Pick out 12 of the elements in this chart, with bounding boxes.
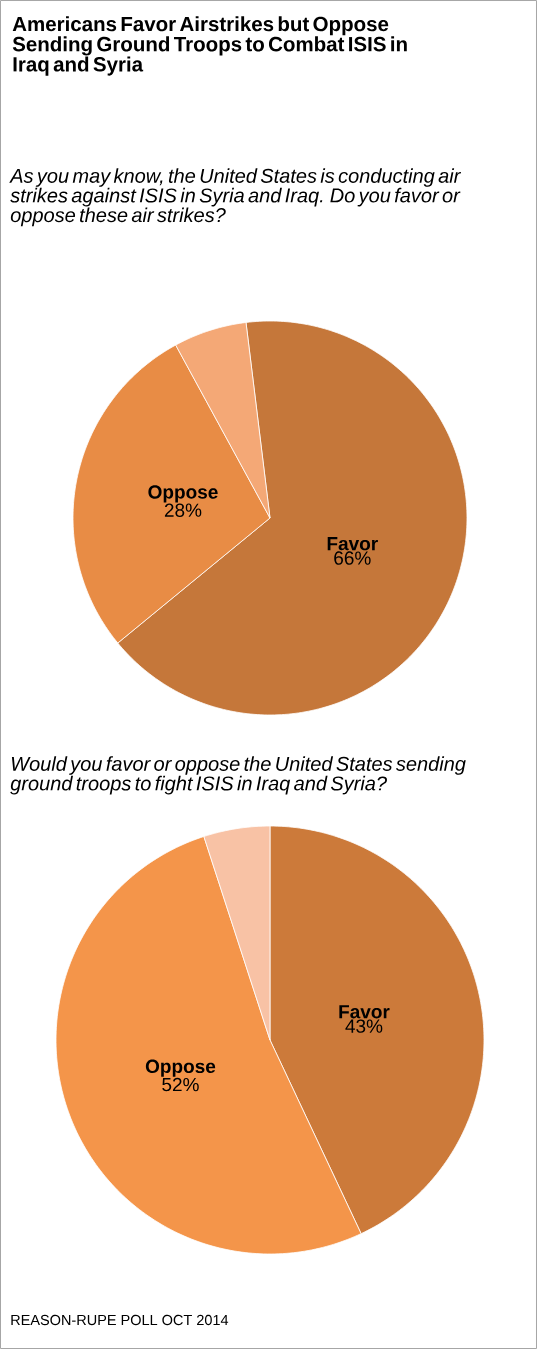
data-label: 66% bbox=[334, 551, 371, 565]
chart-subtitle: Would you favor or oppose the United States sending ground troops to fight ISIS in Iraq and Syria? bbox=[10, 756, 466, 795]
chart-title: Americans Favor Airstrikes but Oppose Sending Ground Troops to Combat ISIS in Iraq and Syria bbox=[12, 16, 407, 76]
slice-label: Oppose bbox=[148, 485, 218, 503]
data-label: 28% bbox=[164, 503, 202, 517]
text: REASON-RUPE POLL OCT 2014 bbox=[11, 1314, 229, 1326]
slice-label: Favor bbox=[339, 1005, 390, 1019]
data-label: 43% bbox=[345, 1019, 383, 1033]
chart-subtitle: As you may know, the United States is conducting air strikes against ISIS in Syria and Iraq. Do you favor or oppose these air strikes? bbox=[9, 168, 462, 227]
data-label: 52% bbox=[162, 1077, 199, 1092]
slice-label: Oppose bbox=[145, 1059, 216, 1077]
slice-label: Favor bbox=[327, 537, 378, 551]
